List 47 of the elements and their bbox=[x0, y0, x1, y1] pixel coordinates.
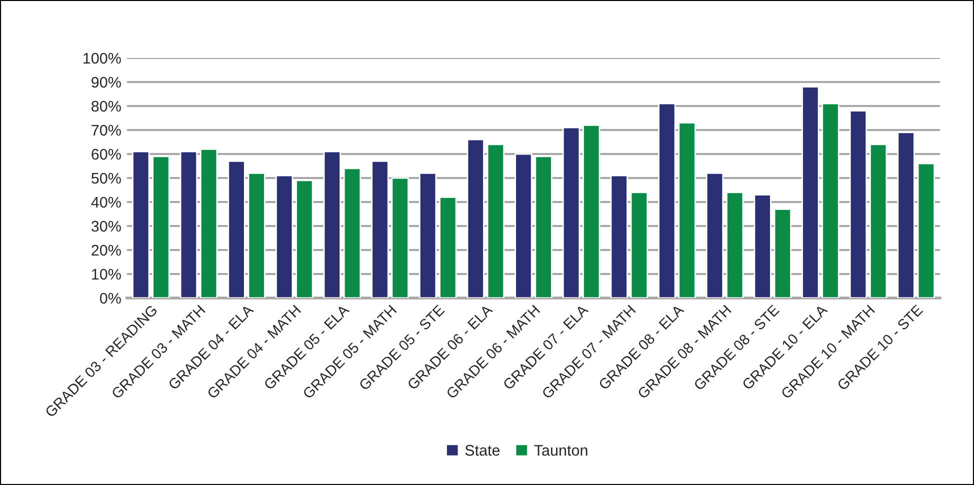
bar bbox=[678, 122, 696, 298]
bar bbox=[802, 86, 820, 298]
bar bbox=[658, 102, 676, 298]
bar bbox=[630, 192, 648, 298]
bar bbox=[296, 180, 314, 298]
y-tick-label: 50% bbox=[91, 172, 121, 184]
bar bbox=[562, 126, 580, 298]
bar bbox=[152, 156, 170, 298]
bar bbox=[897, 132, 915, 298]
bar bbox=[418, 172, 437, 298]
bar bbox=[276, 174, 294, 298]
bar bbox=[917, 162, 935, 298]
y-tick-label: 40% bbox=[91, 196, 121, 208]
bar bbox=[248, 172, 266, 298]
y-tick-label: 60% bbox=[92, 148, 121, 160]
bar bbox=[228, 160, 246, 298]
legend-label: Taunton bbox=[534, 445, 588, 456]
bar bbox=[534, 156, 552, 298]
bar bbox=[610, 174, 628, 298]
y-tick-label: 100% bbox=[84, 52, 121, 64]
y-tick-label: 10% bbox=[92, 268, 121, 280]
bar bbox=[706, 172, 724, 298]
bar bbox=[180, 150, 198, 298]
bar bbox=[466, 138, 484, 298]
y-tick-label: 80% bbox=[92, 100, 121, 112]
bar bbox=[582, 124, 600, 298]
bar bbox=[200, 148, 218, 298]
bar bbox=[343, 168, 362, 298]
bar bbox=[371, 160, 389, 298]
y-tick-label: 30% bbox=[91, 220, 121, 232]
bar bbox=[774, 208, 792, 298]
bar bbox=[514, 153, 532, 298]
bar bbox=[323, 150, 341, 298]
bar bbox=[391, 177, 409, 298]
bar bbox=[754, 194, 772, 298]
y-tick-label: 90% bbox=[92, 76, 121, 88]
bar bbox=[849, 110, 868, 298]
legend-label: State bbox=[465, 444, 500, 456]
bar bbox=[132, 150, 150, 298]
bar bbox=[822, 102, 840, 298]
y-tick-label: 20% bbox=[92, 244, 121, 256]
y-tick-label: 0% bbox=[100, 292, 121, 304]
y-tick-label: 70% bbox=[92, 124, 121, 136]
bar bbox=[486, 144, 505, 298]
bar bbox=[726, 192, 744, 298]
bar bbox=[869, 144, 888, 298]
bar bbox=[439, 196, 457, 298]
